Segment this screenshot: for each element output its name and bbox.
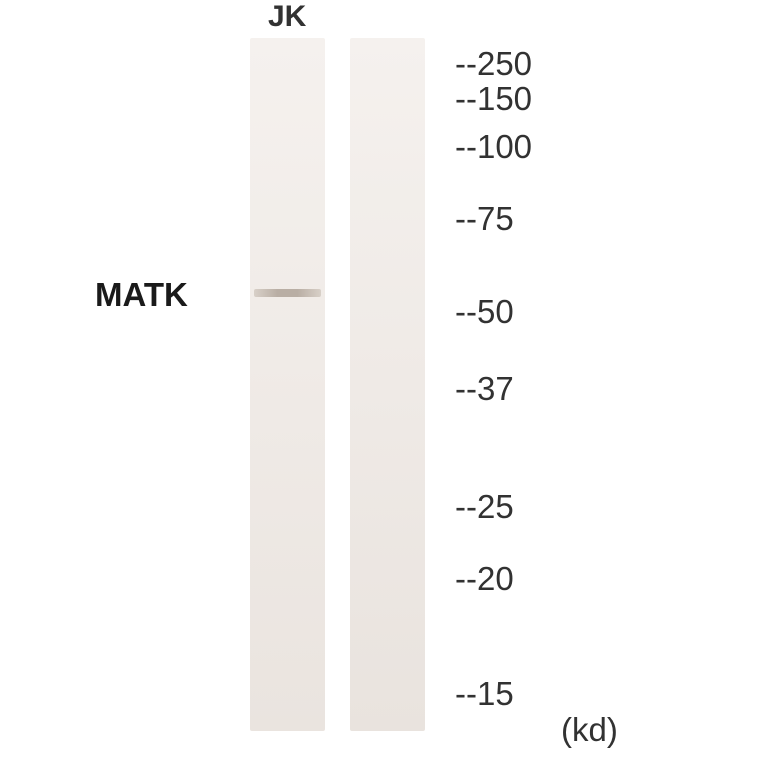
sample-lane [250, 38, 325, 731]
mw-tick-100: --100 [455, 128, 532, 166]
marker-lane [350, 38, 425, 731]
unit-label: (kd) [561, 711, 618, 749]
protein-label: MATK [95, 276, 188, 314]
lane-header: JK [268, 0, 306, 34]
mw-tick-20: --20 [455, 560, 514, 598]
mw-tick-37: --37 [455, 370, 514, 408]
mw-tick-75: --75 [455, 200, 514, 238]
mw-tick-15: --15 [455, 675, 514, 713]
mw-tick-25: --25 [455, 488, 514, 526]
matk-band [254, 289, 321, 297]
mw-tick-150: --150 [455, 80, 532, 118]
mw-tick-50: --50 [455, 293, 514, 331]
mw-tick-250: --250 [455, 45, 532, 83]
